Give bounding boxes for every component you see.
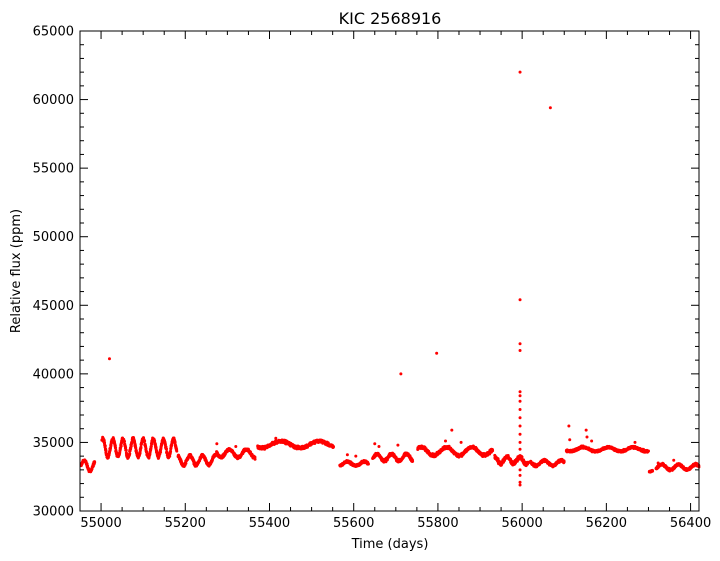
outlier-point (399, 372, 403, 376)
outlier-point (518, 416, 522, 420)
outlier-point (450, 428, 454, 432)
outlier-point (518, 70, 522, 74)
outlier-point (435, 351, 439, 355)
data-point (139, 445, 143, 449)
outlier-point (656, 461, 660, 465)
data-point (144, 447, 148, 450)
data-point (164, 447, 168, 451)
data-point (184, 461, 188, 465)
outlier-point (215, 442, 219, 446)
outlier-point (518, 342, 522, 346)
outlier-point (518, 447, 522, 451)
outlier-point (518, 440, 522, 444)
outlier-point (518, 468, 522, 472)
outlier-point (548, 106, 552, 110)
outlier-point (396, 443, 400, 447)
data-point (134, 446, 138, 450)
y-tick-label: 65000 (33, 25, 74, 40)
x-tick-label: 55400 (249, 516, 290, 531)
y-tick-label: 35000 (33, 436, 74, 451)
y-tick-label: 30000 (33, 505, 74, 520)
chart-title: KIC 2568916 (339, 9, 442, 28)
outlier-point (518, 483, 522, 487)
y-tick-label: 55000 (33, 162, 74, 177)
outlier-point (518, 399, 522, 403)
data-point (138, 451, 142, 455)
outlier-point (518, 394, 522, 398)
plot-frame (79, 30, 700, 512)
data-point (253, 455, 257, 459)
outlier-point (518, 298, 522, 302)
x-tick-label: 55600 (333, 516, 374, 531)
outlier-point (459, 440, 463, 444)
outlier-point (518, 349, 522, 353)
data-point (124, 446, 128, 450)
x-tick-label: 56400 (670, 516, 711, 531)
outlier-point (518, 424, 522, 428)
y-tick-label: 40000 (33, 367, 74, 382)
outlier-point (568, 438, 572, 442)
data-point (253, 457, 257, 461)
outlier-point (567, 424, 571, 428)
data-point (128, 452, 132, 456)
data-point (119, 444, 123, 448)
outlier-point (373, 442, 377, 446)
data-point (104, 449, 108, 453)
data-point (173, 441, 177, 445)
data-point (143, 439, 147, 443)
data-point (366, 462, 370, 466)
data-point (124, 448, 128, 452)
outlier-point (234, 445, 238, 449)
outlier-point (672, 458, 676, 462)
data-point (646, 449, 650, 453)
outlier-point (107, 357, 111, 361)
outlier-point (444, 439, 447, 443)
outlier-point (354, 454, 358, 458)
outlier-point (518, 390, 522, 394)
data-point (491, 449, 495, 453)
outlier-point (345, 453, 349, 457)
data-point (154, 446, 158, 450)
data-point (651, 469, 655, 473)
data-points (79, 70, 701, 487)
data-point (153, 439, 157, 443)
y-axis-label: Relative flux (ppm) (9, 209, 24, 333)
data-point (122, 439, 126, 443)
outlier-point (518, 408, 522, 412)
x-tick-label: 55000 (80, 516, 121, 531)
data-point (169, 449, 173, 453)
data-point (93, 460, 97, 464)
y-tick-label: 45000 (33, 299, 74, 314)
y-tick-label: 50000 (33, 230, 74, 245)
axis-ticks: 55000 55200 55400 55600 55800 56000 56200 56400… (33, 25, 712, 532)
outlier-point (377, 445, 381, 449)
data-point (163, 442, 167, 446)
data-point (520, 455, 524, 459)
outlier-point (518, 480, 522, 484)
outlier-point (585, 435, 589, 439)
x-axis-label: Time (days) (351, 537, 429, 552)
data-point (175, 449, 179, 453)
data-point (159, 450, 163, 454)
outlier-point (584, 428, 588, 432)
x-tick-label: 55800 (417, 516, 458, 531)
outlier-point (633, 440, 637, 444)
y-tick-label: 60000 (33, 93, 74, 108)
data-point (411, 459, 415, 463)
outlier-point (518, 432, 522, 436)
data-point (562, 460, 566, 464)
x-tick-label: 56000 (501, 516, 542, 531)
outlier-point (518, 473, 522, 477)
data-point (331, 445, 335, 449)
x-tick-label: 55200 (165, 516, 206, 531)
data-point (103, 444, 107, 448)
outlier-point (590, 439, 594, 443)
x-tick-label: 56200 (586, 516, 627, 531)
data-point (114, 446, 118, 450)
data-point (103, 441, 107, 445)
outlier-point (274, 436, 278, 440)
